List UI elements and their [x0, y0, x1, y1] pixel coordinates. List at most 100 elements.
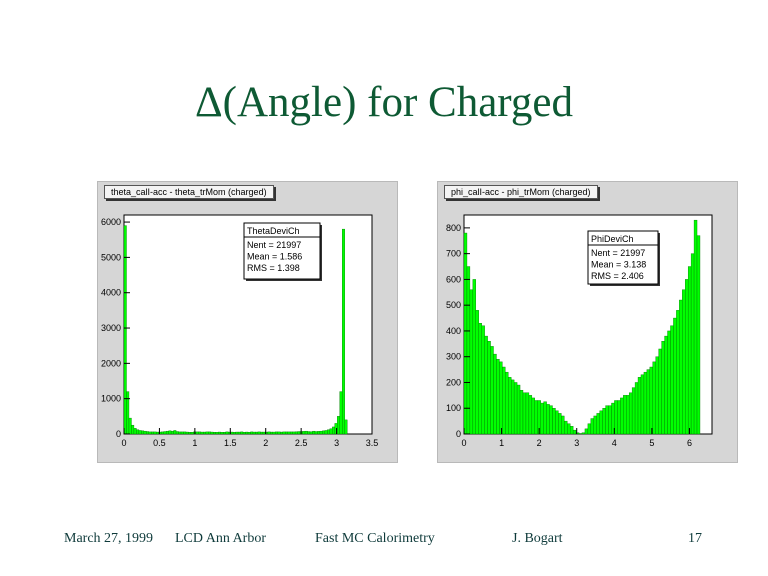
theta-histogram-bar [225, 431, 229, 435]
theta-histogram-bar [200, 431, 204, 435]
theta-histogram-bar [329, 428, 333, 435]
theta-histogram-bar [245, 431, 249, 435]
phi-histogram-bar [596, 413, 600, 435]
theta-histogram-bar [275, 431, 278, 435]
theta-histogram-bar [257, 431, 261, 435]
theta-histogram-bar [205, 431, 209, 435]
theta-histogram-bar [289, 431, 293, 435]
theta-histogram-bar [163, 431, 167, 435]
phi-histogram-bar [572, 429, 577, 435]
theta-histogram-bar [294, 431, 298, 435]
theta-histogram-bar [304, 430, 308, 435]
phi-histogram-bar [466, 266, 471, 435]
theta-histogram-bar [173, 430, 177, 435]
phi-histogram-bar [525, 392, 530, 435]
theta-histogram-bar [123, 225, 127, 435]
phi-x-tick-label: 5 [649, 438, 654, 448]
theta-y-tick-label: 0 [116, 429, 121, 439]
theta-histogram-bar [250, 431, 254, 435]
theta-x-tick-label: 0 [121, 438, 126, 448]
phi-y-tick-label: 800 [446, 223, 461, 233]
phi-stats-line: Mean = 3.138 [591, 260, 646, 270]
theta-histogram-bar [180, 431, 184, 435]
phi-histogram-label: phi_calI-acc - phi_trMom (charged) [444, 185, 598, 199]
phi-histogram-panel: 0 1 2 3 4 5 6 0 100 200 300 400 500 600 700 800 PhiDeviC… [437, 181, 738, 463]
theta-x-tick-label: 1 [192, 438, 197, 448]
theta-y-tick-label: 5000 [101, 252, 121, 262]
theta-histogram-bar [267, 431, 271, 435]
phi-histogram-bar [693, 219, 698, 435]
phi-y-tick-label: 700 [446, 249, 461, 259]
phi-histogram-bar [469, 289, 474, 435]
phi-histogram-bar [687, 266, 692, 435]
theta-histogram-bar [161, 431, 164, 435]
phi-histogram-bar [696, 235, 701, 435]
theta-histogram-plot: 0 0.5 1 1.5 2 2.5 3 3.5 0 1000 2000 3000 4000 5000 600… [101, 214, 378, 448]
phi-histogram-bar [631, 387, 636, 435]
phi-histogram-bar [620, 397, 624, 435]
theta-histogram-bar [175, 431, 179, 435]
theta-histogram-bar [208, 431, 211, 435]
theta-histogram-bar [185, 431, 189, 435]
theta-histogram-bar [136, 429, 140, 435]
theta-x-tick-label: 0.5 [153, 438, 166, 448]
phi-histogram-bar [487, 341, 491, 435]
theta-histogram-bar [344, 419, 348, 435]
theta-histogram-bar [165, 430, 169, 435]
phi-histogram-bar [546, 404, 550, 435]
theta-histogram-bar [195, 431, 199, 435]
phi-y-tick-label: 400 [446, 326, 461, 336]
theta-histogram-bar [148, 431, 152, 435]
theta-histogram-bar [235, 431, 239, 435]
phi-histogram-bar [608, 405, 612, 435]
phi-histogram-bar [593, 415, 597, 435]
phi-histogram-bar [676, 310, 680, 435]
phi-histogram-bar [490, 346, 494, 435]
theta-histogram-bar [284, 431, 288, 435]
phi-histogram-bar [496, 359, 500, 435]
theta-histogram-bar [260, 431, 264, 435]
theta-histogram-bar [190, 432, 194, 435]
phi-histogram-bar [587, 423, 592, 435]
theta-histogram-bar [242, 432, 246, 435]
phi-x-tick-label: 3 [574, 438, 579, 448]
phi-stats-box [587, 230, 659, 285]
footer-author: J. Bogart [512, 531, 563, 546]
phi-histogram-bar [646, 369, 651, 435]
theta-histogram-bar [168, 430, 172, 435]
theta-y-tick-label: 2000 [101, 358, 121, 368]
theta-histogram-bar [188, 432, 192, 435]
phi-histogram-bar [478, 323, 482, 435]
theta-histogram-bar [319, 430, 323, 435]
theta-histogram-bar [215, 432, 219, 435]
phi-x-tick-label: 2 [537, 438, 542, 448]
theta-histogram-bar [218, 431, 221, 435]
phi-x-tick-label: 4 [612, 438, 617, 448]
phi-histogram-bar [590, 418, 594, 435]
phi-histogram-bar [637, 377, 642, 435]
theta-stats-name: ThetaDeviCh [247, 226, 300, 236]
theta-histogram-bar [126, 391, 130, 435]
theta-histogram-bar [317, 431, 321, 435]
phi-histogram-bar [602, 408, 606, 435]
phi-histogram-bar [643, 371, 648, 435]
theta-histogram-bar [153, 431, 157, 435]
theta-histogram-bar [324, 430, 328, 435]
phi-histogram-bar [543, 401, 547, 435]
phi-x-tick-label: 1 [499, 438, 504, 448]
phi-histogram-bar [617, 400, 621, 435]
theta-histogram-bar [272, 431, 276, 435]
theta-stats-box [243, 222, 321, 280]
phi-histogram-bar [484, 335, 488, 435]
theta-histogram-bar [312, 430, 316, 435]
theta-x-tick-label: 2.5 [295, 438, 308, 448]
theta-histogram-bar [133, 428, 137, 435]
phi-histogram-bar [499, 361, 503, 435]
theta-x-tick-label: 3 [334, 438, 339, 448]
phi-histogram-bar [690, 253, 695, 435]
theta-histogram-bar [302, 431, 306, 435]
phi-histogram-bar [558, 413, 562, 435]
theta-stats-line: Nent = 21997 [247, 240, 301, 250]
theta-histogram-bar [213, 432, 216, 435]
phi-histogram-bar [522, 392, 527, 435]
